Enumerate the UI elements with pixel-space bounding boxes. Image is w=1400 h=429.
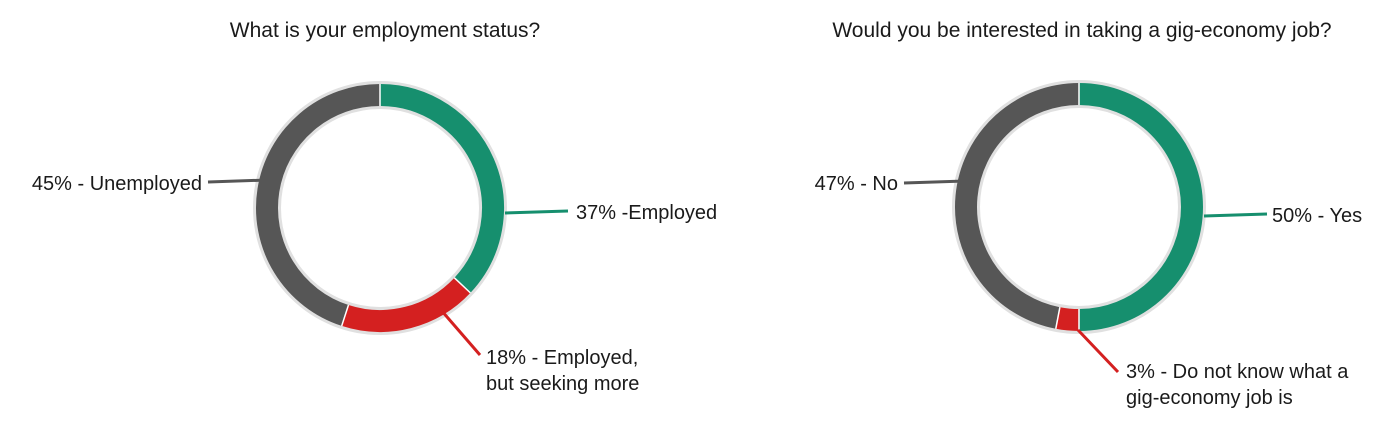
leader-line-dont-know (1076, 328, 1120, 374)
slice-separator (453, 277, 471, 294)
slice-label-employed: 37% -Employed (576, 202, 717, 224)
donut-slices (256, 84, 504, 332)
donut-slices (955, 83, 1203, 331)
leader-lines (207, 178, 569, 356)
slice-label-yes: 50% - Yes (1272, 205, 1362, 227)
donut-slice-employed (379, 84, 504, 293)
donut-slice-yes (1078, 83, 1203, 331)
leader-line-yes (1203, 212, 1268, 218)
donut-slice-seeking (341, 277, 471, 332)
slice-separator (340, 304, 350, 327)
slice-label-seeking-line1: 18% - Employed, (486, 347, 638, 369)
slice-separator (1055, 307, 1061, 329)
donut-slice-unemployed (256, 84, 381, 326)
donut-slice-dont-know (1055, 307, 1080, 331)
chart-title: What is your employment status? (230, 19, 540, 42)
gig-economy-interest-chart: Would you be interested in taking a gig-… (815, 19, 1362, 409)
donut-slice-no (955, 83, 1080, 329)
slice-label-seeking-line2: but seeking more (486, 373, 639, 395)
slice-label-unemployed: 45% - Unemployed (32, 173, 202, 195)
slice-label-dont-know-line2: gig-economy job is (1126, 387, 1293, 409)
leader-line-unemployed (207, 178, 268, 184)
leader-line-employed (504, 209, 569, 215)
slice-label-no: 47% - No (815, 173, 898, 195)
leader-line-no (903, 179, 966, 185)
slice-label-dont-know-line1: 3% - Do not know what a (1126, 361, 1349, 383)
leader-line-seeking (439, 309, 482, 356)
leader-lines (903, 179, 1268, 374)
employment-status-chart: What is your employment status? 37% -Emp… (32, 19, 717, 395)
chart-title: Would you be interested in taking a gig-… (832, 19, 1331, 42)
